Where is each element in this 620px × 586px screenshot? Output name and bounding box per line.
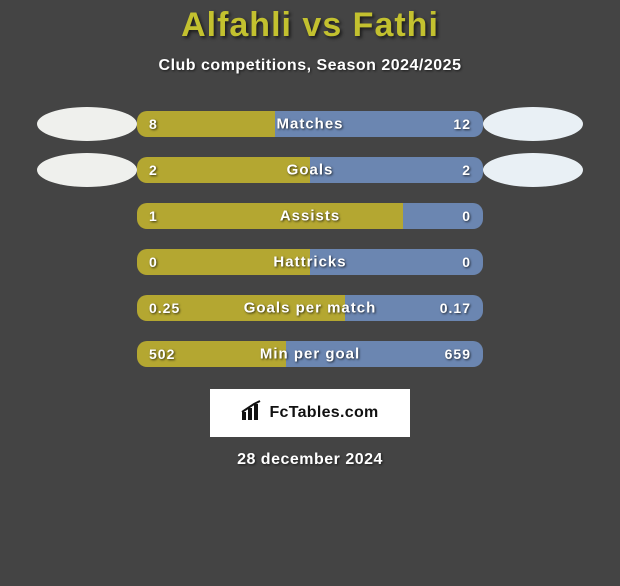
stat-row: 502 Min per goal 659 [0,331,620,377]
stat-right-side [483,107,583,141]
stat-label: Assists [280,208,340,225]
stat-right-side [483,153,583,187]
stat-right-value: 0 [462,254,471,270]
stat-left-side [37,153,137,187]
stat-left-value: 2 [149,162,158,178]
brand-text: FcTables.com [269,404,378,422]
stat-bar: 8 Matches 12 [137,111,483,137]
page-title: Alfahli vs Fathi [0,6,620,45]
page-subtitle: Club competitions, Season 2024/2025 [0,57,620,75]
stat-row: 0.25 Goals per match 0.17 [0,285,620,331]
stat-label: Hattricks [273,254,346,271]
stat-bar-left-seg [137,157,310,183]
stat-right-value: 2 [462,162,471,178]
stat-bar: 1 Assists 0 [137,203,483,229]
stat-bar: 2 Goals 2 [137,157,483,183]
stat-left-value: 502 [149,346,175,362]
stat-right-value: 0.17 [440,300,471,316]
stat-label: Min per goal [260,346,360,363]
stat-right-value: 0 [462,208,471,224]
stat-label: Goals [287,162,334,179]
stat-left-value: 8 [149,116,158,132]
stat-label: Matches [276,116,343,133]
player-disc-right [483,107,583,141]
stat-bar: 502 Min per goal 659 [137,341,483,367]
player-disc-right [483,153,583,187]
stat-bar: 0 Hattricks 0 [137,249,483,275]
stat-left-value: 0.25 [149,300,180,316]
stat-row: 0 Hattricks 0 [0,239,620,285]
player-disc-left [37,107,137,141]
brand-box: FcTables.com [210,389,410,437]
stats-area: 8 Matches 12 2 Goals 2 1 Assists 0 0 Hattricks 0 0.2… [0,101,620,377]
stat-right-value: 12 [453,116,471,132]
stat-left-value: 1 [149,208,158,224]
stat-row: 2 Goals 2 [0,147,620,193]
brand-icon [241,400,263,427]
stat-left-side [37,107,137,141]
stat-bar: 0.25 Goals per match 0.17 [137,295,483,321]
stat-right-value: 659 [445,346,471,362]
stat-bar-right-seg [310,157,483,183]
stat-row: 8 Matches 12 [0,101,620,147]
date-label: 28 december 2024 [0,451,620,469]
stat-label: Goals per match [244,300,377,317]
player-disc-left [37,153,137,187]
stat-left-value: 0 [149,254,158,270]
stat-row: 1 Assists 0 [0,193,620,239]
stat-bar-left-seg [137,203,403,229]
